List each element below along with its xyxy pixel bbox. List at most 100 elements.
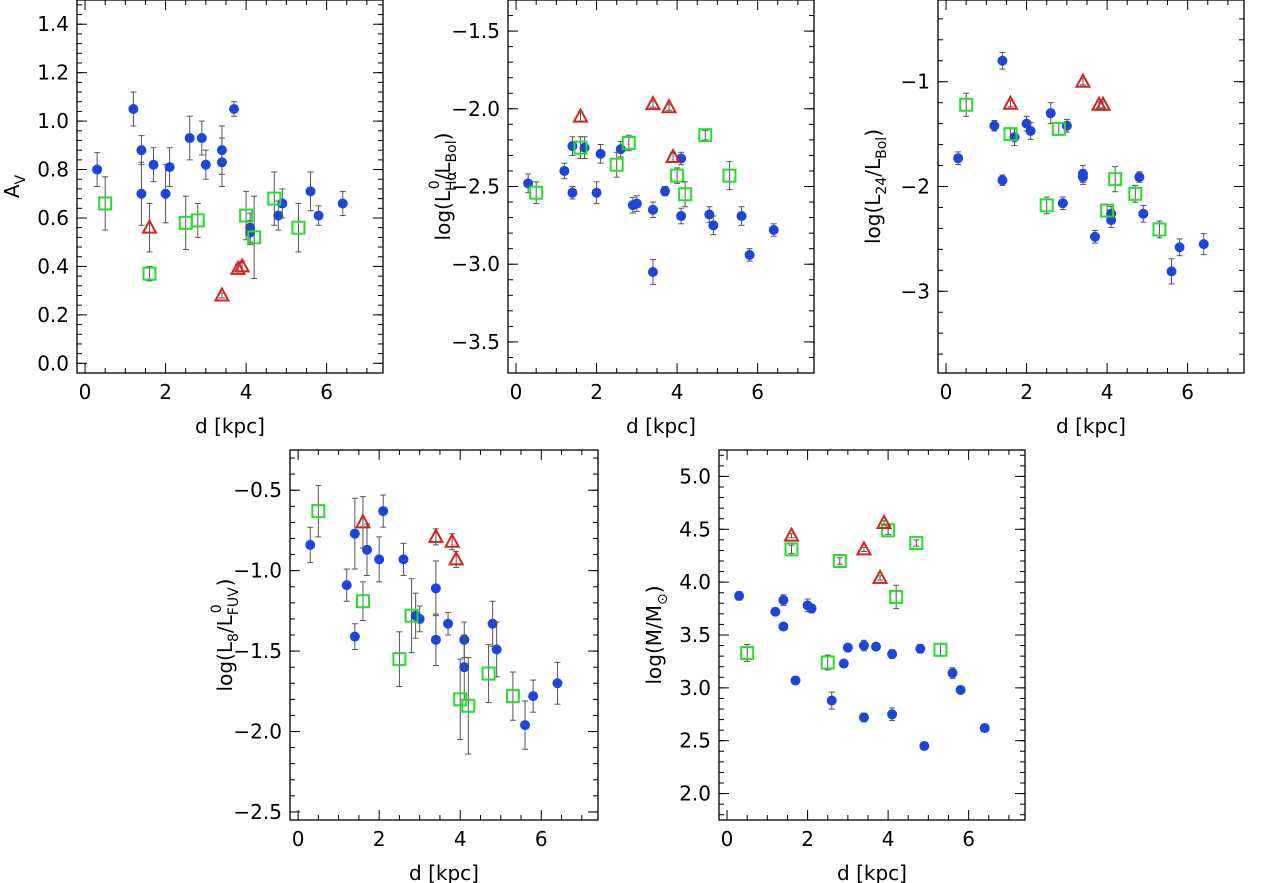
- green-point: [392, 631, 407, 687]
- blue-point: [148, 147, 159, 183]
- marker-square: [621, 135, 636, 150]
- green-point: [609, 151, 624, 178]
- green-point: [698, 128, 713, 143]
- marker-square: [190, 213, 205, 228]
- marker-circle: [1166, 266, 1177, 277]
- marker-circle: [559, 165, 570, 176]
- red-point: [1074, 72, 1092, 88]
- blue-point: [842, 642, 853, 653]
- marker-circle: [778, 595, 789, 606]
- blue-point: [631, 195, 642, 212]
- green-point: [178, 195, 193, 250]
- green-point: [190, 202, 205, 238]
- marker-circle: [92, 164, 103, 175]
- blue-point: [160, 164, 171, 224]
- marker-square: [1039, 198, 1054, 213]
- green-point: [98, 176, 113, 231]
- marker-square: [1051, 121, 1066, 136]
- marker-triangle: [354, 513, 372, 529]
- marker-circle: [487, 618, 498, 629]
- marker-square: [698, 128, 713, 143]
- marker-circle: [245, 227, 256, 238]
- x-axis-title: d [kpc]: [626, 414, 696, 438]
- marker-circle: [459, 662, 470, 673]
- marker-circle: [1025, 125, 1036, 136]
- blue-point: [459, 634, 470, 700]
- y-tick-label: 4.0: [679, 570, 711, 594]
- marker-square: [722, 168, 737, 183]
- blue-point: [887, 649, 898, 660]
- green-point: [678, 181, 693, 208]
- marker-triangle: [229, 259, 247, 275]
- red-point: [1002, 94, 1019, 110]
- y-axis-title-sub: Hα: [444, 171, 460, 191]
- marker-triangle: [660, 98, 678, 114]
- plot-frame: [507, 0, 815, 374]
- blue-point: [1138, 204, 1149, 223]
- blue-point: [768, 223, 779, 237]
- marker-square: [291, 220, 306, 235]
- marker-circle: [277, 198, 288, 209]
- red-point: [664, 147, 682, 163]
- marker-triangle: [644, 95, 662, 111]
- marker-triangle: [855, 540, 873, 556]
- x-tick-label: 6: [751, 380, 764, 404]
- x-tick-label: 0: [940, 380, 953, 404]
- plot-frame: [718, 449, 1026, 821]
- blue-point: [374, 536, 385, 583]
- marker-circle: [552, 678, 563, 689]
- blue-point: [559, 162, 570, 180]
- x-tick-label: 4: [882, 827, 895, 851]
- marker-circle: [443, 618, 454, 629]
- marker-circle: [1174, 242, 1185, 253]
- y-axis-title-tail: /L: [431, 162, 455, 181]
- marker-circle: [736, 211, 747, 222]
- blue-point: [826, 691, 837, 710]
- panel-halpha-luminosity: 0 2 4 6−3.5−3.0−2.5−2.0−1.5d [kpc]log(LHα0/…: [427, 0, 815, 438]
- blue-point: [487, 600, 498, 647]
- marker-square: [820, 655, 835, 670]
- y-axis-title-main: log(L: [431, 190, 455, 240]
- blue-point: [953, 151, 964, 165]
- green-point: [573, 136, 588, 160]
- y-axis-title-sup: 0: [427, 180, 443, 189]
- marker-circle: [915, 643, 926, 654]
- y-tick-label: −1.0: [233, 559, 282, 583]
- y-axis-title: log(L24/LBol): [861, 129, 890, 244]
- y-tick-label: 2.5: [679, 729, 711, 753]
- y-axis-title-sub: 24: [874, 177, 890, 195]
- marker-square: [392, 652, 407, 667]
- marker-circle: [229, 103, 240, 114]
- marker-square: [670, 168, 685, 183]
- marker-square: [505, 689, 520, 704]
- blue-point: [595, 144, 606, 164]
- blue-point: [245, 219, 256, 246]
- y-tick-label: 1.0: [37, 109, 69, 133]
- blue-point: [164, 147, 175, 187]
- blue-point: [552, 661, 563, 705]
- marker-circle: [430, 583, 441, 594]
- y-axis-title-main: A: [0, 184, 24, 198]
- marker-circle: [378, 506, 389, 517]
- green-point: [784, 542, 799, 557]
- blue-point: [708, 215, 719, 236]
- y-tick-label: 0.4: [37, 254, 69, 278]
- y-tick-label: 4.5: [679, 517, 711, 541]
- blue-point: [337, 190, 348, 217]
- marker-circle: [337, 198, 348, 209]
- marker-circle: [778, 621, 789, 632]
- marker-circle: [398, 554, 409, 565]
- blue-point: [704, 206, 715, 223]
- blue-point: [660, 186, 671, 197]
- red-point: [855, 540, 873, 556]
- marker-circle: [1077, 168, 1088, 179]
- y-tick-label: 2.0: [679, 782, 711, 806]
- marker-square: [529, 185, 544, 200]
- green-point: [621, 134, 636, 152]
- marker-square: [933, 642, 948, 657]
- marker-circle: [1134, 172, 1145, 183]
- blue-point: [647, 201, 658, 219]
- blue-point: [647, 259, 658, 285]
- blue-point: [1061, 118, 1072, 133]
